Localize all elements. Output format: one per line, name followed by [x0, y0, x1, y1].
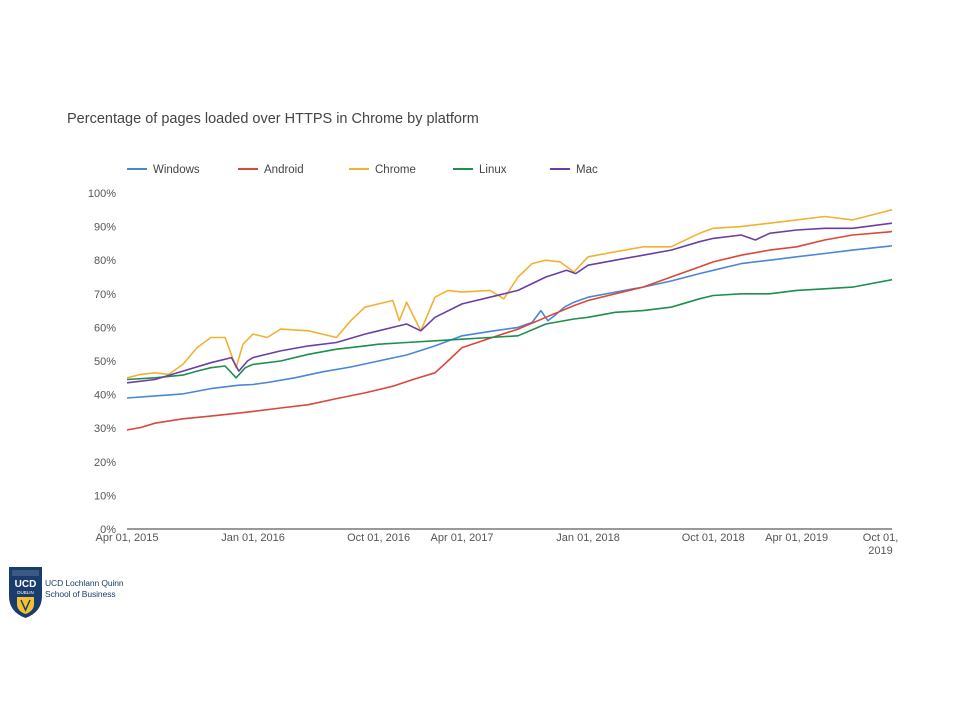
chart-legend: Windows Android Chrome Linux Mac	[127, 164, 598, 176]
y-tick-label: 90%	[94, 222, 116, 234]
crest-text-ucd: UCD	[15, 579, 37, 590]
x-tick-label: Apr 01, 2015	[96, 532, 159, 544]
series-line-chrome	[126, 209, 893, 379]
x-tick-label: Oct 01, 2019	[863, 532, 898, 557]
chart-title: Percentage of pages loaded over HTTPS in…	[67, 111, 479, 127]
legend-label-linux: Linux	[479, 164, 507, 176]
ucd-crest-logo: UCD DUBLIN	[9, 567, 42, 618]
crest-text-dublin: DUBLIN	[17, 590, 34, 595]
y-tick-label: 100%	[88, 188, 116, 200]
y-tick-label: 30%	[94, 423, 116, 435]
legend-label-windows: Windows	[153, 164, 200, 176]
y-tick-label: 20%	[94, 457, 116, 469]
x-axis: Apr 01, 2015 Jan 01, 2016 Oct 01, 2016 Apr …	[96, 532, 899, 557]
school-name-line-2: School of Business	[45, 589, 116, 599]
y-tick-label: 50%	[94, 356, 116, 368]
series-lines	[126, 209, 893, 431]
y-tick-label: 0%	[100, 524, 116, 536]
x-tick-label: Jan 01, 2018	[556, 532, 620, 544]
legend-label-android: Android	[264, 164, 304, 176]
series-line-mac	[126, 222, 893, 384]
school-name-line-1: UCD Lochlann Quinn	[45, 578, 124, 588]
legend-label-mac: Mac	[576, 164, 598, 176]
series-line-android	[126, 230, 893, 431]
y-axis: 0% 10% 20% 30% 40% 50% 60% 70% 80% 90% 100%	[88, 188, 116, 536]
x-tick-label: Jan 01, 2016	[221, 532, 285, 544]
y-tick-label: 80%	[94, 255, 116, 267]
y-tick-label: 40%	[94, 390, 116, 402]
y-tick-label: 70%	[94, 289, 116, 301]
y-tick-label: 10%	[94, 490, 116, 502]
y-tick-label: 60%	[94, 322, 116, 334]
school-name: UCD Lochlann Quinn School of Business	[45, 578, 124, 600]
x-tick-label: Oct 01, 2016	[347, 532, 410, 544]
legend-label-chrome: Chrome	[375, 164, 416, 176]
x-tick-label: Apr 01, 2019	[765, 532, 828, 544]
x-tick-label: Oct 01, 2018	[682, 532, 745, 544]
series-line-linux	[126, 278, 893, 381]
series-line-windows	[126, 245, 893, 399]
x-tick-label: Apr 01, 2017	[431, 532, 494, 544]
